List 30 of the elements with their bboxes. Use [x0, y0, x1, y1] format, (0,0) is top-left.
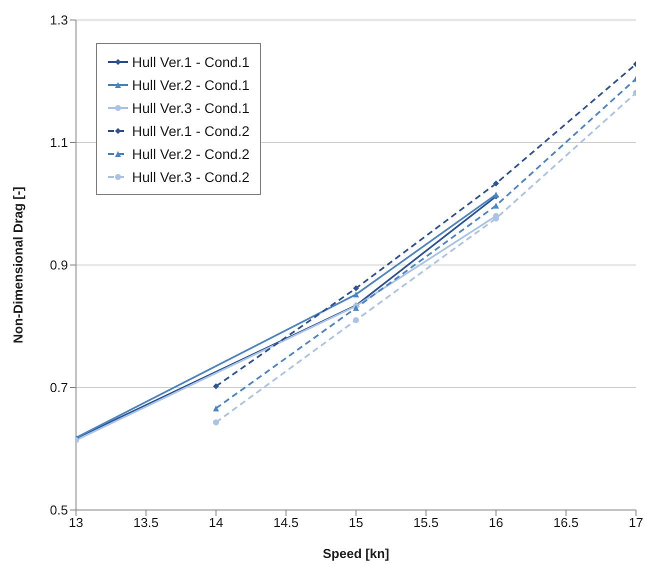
- x-tick-label: 14.5: [273, 515, 299, 530]
- x-tick-label: 13: [68, 515, 84, 530]
- y-tick-label: 0.9: [50, 258, 68, 273]
- x-tick-label: 16: [488, 515, 504, 530]
- point: [493, 202, 499, 209]
- x-tick-label: 17: [628, 515, 644, 530]
- legend-label: Hull Ver.3 - Cond.2: [132, 168, 250, 184]
- y-tick-label: 0.5: [50, 502, 68, 518]
- point: [213, 405, 219, 412]
- x-tick-label: 16.5: [553, 515, 579, 530]
- point: [353, 291, 359, 298]
- x-tick-label: 15: [348, 515, 364, 530]
- point: [493, 180, 499, 187]
- y-axis-title: Non-Dimensional Drag [-]: [10, 186, 26, 344]
- legend-label: Hull Ver.2 - Cond.1: [132, 76, 250, 92]
- y-tick-label: 0.7: [50, 380, 68, 396]
- x-tick-label: 14: [208, 515, 224, 530]
- point: [213, 419, 219, 426]
- point: [213, 383, 219, 390]
- x-axis-title: Speed [kn]: [322, 546, 390, 561]
- point: [353, 285, 359, 292]
- legend-label: Hull Ver.1 - Cond.1: [132, 54, 250, 70]
- y-tick-label: 1.1: [50, 135, 68, 150]
- legend-label: Hull Ver.2 - Cond.2: [132, 146, 250, 162]
- legend-label: Hull Ver.3 - Cond.1: [132, 100, 250, 116]
- y-tick-label: 1.3: [50, 12, 68, 28]
- x-tick-label: 15.5: [413, 515, 439, 530]
- x-tick-label: 13.5: [133, 515, 159, 530]
- point: [353, 317, 359, 324]
- legend-label: Hull Ver.1 - Cond.2: [132, 122, 250, 138]
